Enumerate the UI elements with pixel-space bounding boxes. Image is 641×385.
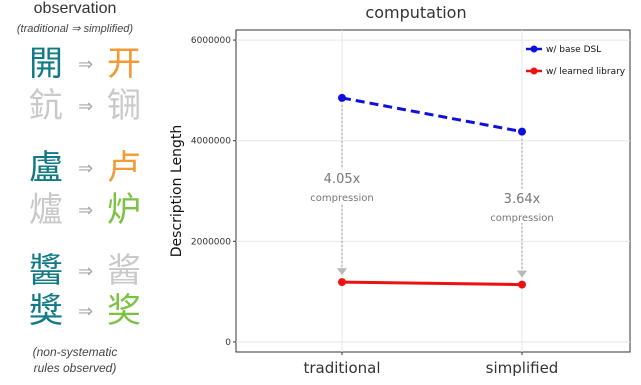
footer-line-2: rules observed) [33, 361, 117, 375]
traditional-character: 醬 [29, 251, 63, 291]
x-tick-label: simplified [486, 359, 559, 377]
simplified-character: 酱 [107, 251, 141, 291]
description-length-chart: computation 0 2000000 4000000 6000000 tradit… [169, 3, 631, 377]
arrow-icon: ⇒ [78, 200, 94, 221]
series-line [341, 96, 523, 134]
data-point [338, 93, 346, 102]
compression-label: compression [310, 193, 373, 204]
y-tick-label: 4000000 [191, 137, 231, 147]
simplified-character: 锎 [107, 86, 141, 126]
character-pair: 鈧 ⇒ 锎 [0, 86, 170, 126]
arrow-icon: ⇒ [78, 261, 94, 282]
data-point [518, 280, 526, 289]
computation-panel: computation 0 2000000 4000000 6000000 tradit… [169, 0, 641, 385]
compression-arrowhead [337, 268, 347, 276]
legend-label: w/ learned library [546, 67, 626, 77]
footer-line-1: (non-systematic [32, 345, 118, 359]
plot-area: 0 2000000 4000000 6000000 traditional simplif… [169, 29, 631, 377]
arrow-icon: ⇒ [78, 54, 94, 75]
observation-title: observation [33, 0, 117, 17]
y-tick-label: 6000000 [191, 36, 231, 46]
traditional-character: 鈧 [29, 86, 63, 126]
computation-title: computation [365, 3, 466, 22]
y-tick-label: 2000000 [191, 237, 231, 247]
observation-footer: (non-systematic rules observed) [0, 344, 150, 376]
compression-arrowhead [517, 270, 527, 278]
arrow-icon: ⇒ [78, 301, 94, 322]
character-pair: 醬 ⇒ 酱 [0, 251, 170, 291]
data-point [338, 278, 346, 287]
y-tick-label: 0 [225, 338, 231, 348]
simplified-character: 卢 [107, 148, 141, 188]
data-point [518, 127, 526, 136]
x-tick-label: traditional [303, 359, 380, 377]
legend-marker [530, 45, 538, 53]
plot-border [235, 29, 631, 353]
simplified-character: 开 [107, 44, 141, 84]
series-line [341, 280, 523, 287]
observation-subtitle: (traditional ⇒ simplified) [16, 23, 134, 35]
arrow-icon: ⇒ [78, 96, 94, 117]
arrow-icon: ⇒ [78, 158, 94, 179]
annotation-background [484, 189, 560, 223]
observation-panel: observation (traditional ⇒ simplified) 開… [0, 0, 170, 381]
character-pair: 開 ⇒ 开 [0, 44, 170, 84]
traditional-character: 開 [29, 44, 63, 84]
traditional-character: 盧 [29, 148, 63, 188]
character-pair: 盧 ⇒ 卢 [0, 148, 170, 188]
character-pair: 爐 ⇒ 炉 [0, 190, 170, 230]
traditional-character: 爐 [29, 190, 63, 230]
legend-marker [530, 67, 538, 75]
compression-label: compression [490, 213, 553, 224]
y-axis-label: Description Length [170, 125, 185, 257]
simplified-character: 炉 [107, 190, 141, 230]
compression-ratio: 4.05x [324, 172, 361, 187]
compression-ratio: 3.64x [504, 192, 541, 207]
legend-label: w/ base DSL [546, 45, 601, 55]
annotation-background [304, 169, 380, 203]
traditional-character: 獎 [29, 291, 63, 331]
simplified-character: 奖 [107, 291, 141, 331]
character-pair: 獎 ⇒ 奖 [0, 291, 170, 331]
